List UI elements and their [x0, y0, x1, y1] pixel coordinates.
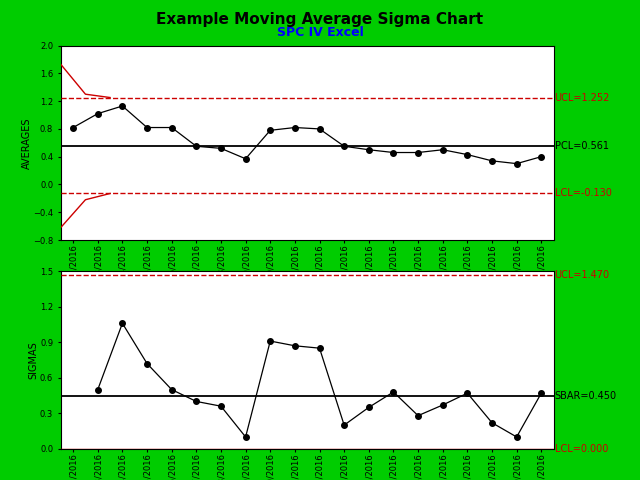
Y-axis label: AVERAGES: AVERAGES [22, 117, 31, 168]
Text: UCL=1.252: UCL=1.252 [555, 93, 610, 103]
Text: LCL=-0.130: LCL=-0.130 [555, 189, 611, 199]
Text: SPC IV Excel: SPC IV Excel [276, 26, 364, 39]
Text: PCL=0.561: PCL=0.561 [555, 141, 609, 151]
Text: LCL=0.000: LCL=0.000 [555, 444, 608, 454]
Text: SBAR=0.450: SBAR=0.450 [555, 391, 617, 400]
Y-axis label: SIGMAS: SIGMAS [29, 341, 38, 379]
Text: UCL=1.470: UCL=1.470 [555, 270, 610, 280]
Text: Example Moving Average Sigma Chart: Example Moving Average Sigma Chart [156, 12, 484, 27]
